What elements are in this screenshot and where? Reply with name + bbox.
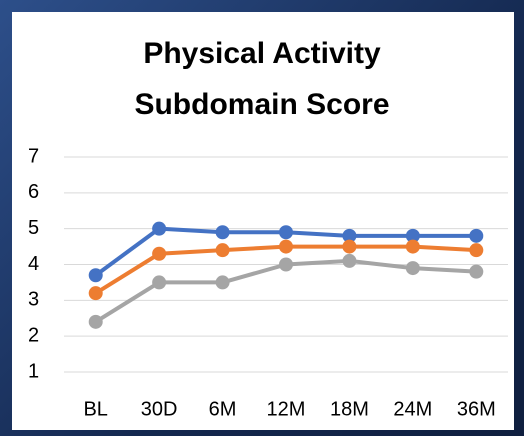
point [152,221,167,236]
y-tick-label: 7 [28,145,39,167]
point [342,253,357,268]
x-tick-label: 12M [267,398,306,420]
point [88,314,103,329]
point [469,264,484,279]
y-tick-label: 3 [28,289,39,311]
x-tick-label: 30D [141,398,178,420]
y-tick-label: 2 [28,324,39,346]
y-tick-label: 6 [28,181,39,203]
y-tick-label: 4 [28,253,39,275]
point [469,243,484,258]
point [405,261,420,276]
y-tick-label: 5 [28,217,39,239]
point [279,239,293,254]
x-tick-label: 24M [393,398,432,420]
point [342,228,357,243]
point [88,286,103,301]
point [88,268,103,283]
point [215,243,230,258]
x-tick-label: 6M [209,398,237,420]
point [279,225,293,240]
y-tick-label: 1 [28,360,39,382]
point [152,275,167,290]
x-tick-label: 36M [457,398,496,420]
x-tick-label: BL [83,398,107,420]
point [342,239,357,254]
chart-panel [12,12,514,430]
point [279,257,293,272]
point [469,228,484,243]
point [152,246,167,261]
x-tick-label: 18M [330,398,369,420]
point [215,225,230,240]
point [405,239,420,254]
point [405,228,420,243]
point [215,275,230,290]
